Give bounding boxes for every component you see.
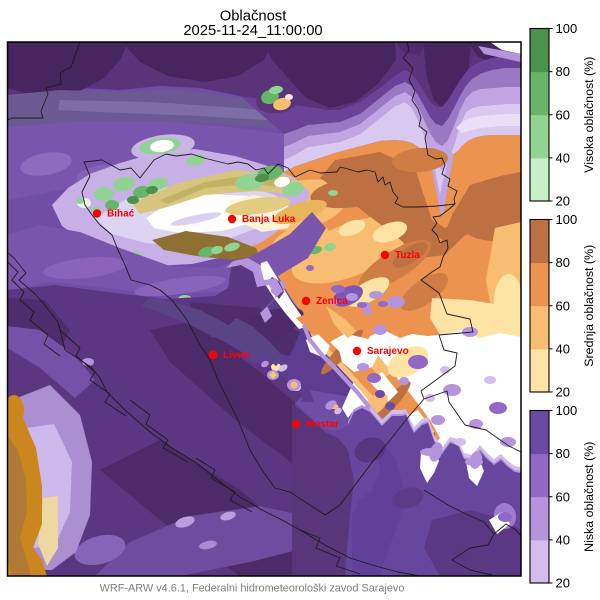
- svg-text:20: 20: [556, 385, 570, 400]
- svg-text:Oblačnost: Oblačnost: [220, 9, 287, 25]
- svg-text:Livno: Livno: [223, 350, 250, 361]
- svg-text:60: 60: [556, 107, 570, 122]
- svg-text:40: 40: [556, 532, 570, 547]
- svg-text:Tuzla: Tuzla: [395, 250, 420, 261]
- svg-text:2025-11-24_11:00:00: 2025-11-24_11:00:00: [183, 23, 322, 39]
- svg-text:80: 80: [556, 446, 570, 461]
- svg-text:100: 100: [556, 212, 578, 227]
- svg-text:Banja Luka: Banja Luka: [242, 214, 296, 225]
- svg-text:Visoka oblačnost (%): Visoka oblačnost (%): [582, 57, 596, 173]
- svg-text:Bihać: Bihać: [107, 209, 135, 220]
- svg-text:80: 80: [556, 64, 570, 79]
- svg-text:100: 100: [556, 21, 578, 36]
- svg-text:80: 80: [556, 255, 570, 270]
- svg-text:40: 40: [556, 150, 570, 165]
- svg-text:WRF-ARW v4.6.1, Federalni hidr: WRF-ARW v4.6.1, Federalni hidrometeorolo…: [100, 583, 405, 595]
- svg-text:60: 60: [556, 298, 570, 313]
- svg-text:20: 20: [556, 194, 570, 209]
- svg-text:Mostar: Mostar: [306, 419, 339, 430]
- svg-text:60: 60: [556, 489, 570, 504]
- svg-text:Srednja oblačnost (%): Srednja oblačnost (%): [582, 245, 596, 367]
- svg-text:Zenica: Zenica: [316, 296, 348, 307]
- svg-text:Sarajevo: Sarajevo: [367, 346, 409, 357]
- svg-text:Niska oblačnost (%): Niska oblačnost (%): [582, 442, 596, 552]
- svg-text:40: 40: [556, 341, 570, 356]
- svg-text:20: 20: [556, 576, 570, 591]
- svg-text:100: 100: [556, 403, 578, 418]
